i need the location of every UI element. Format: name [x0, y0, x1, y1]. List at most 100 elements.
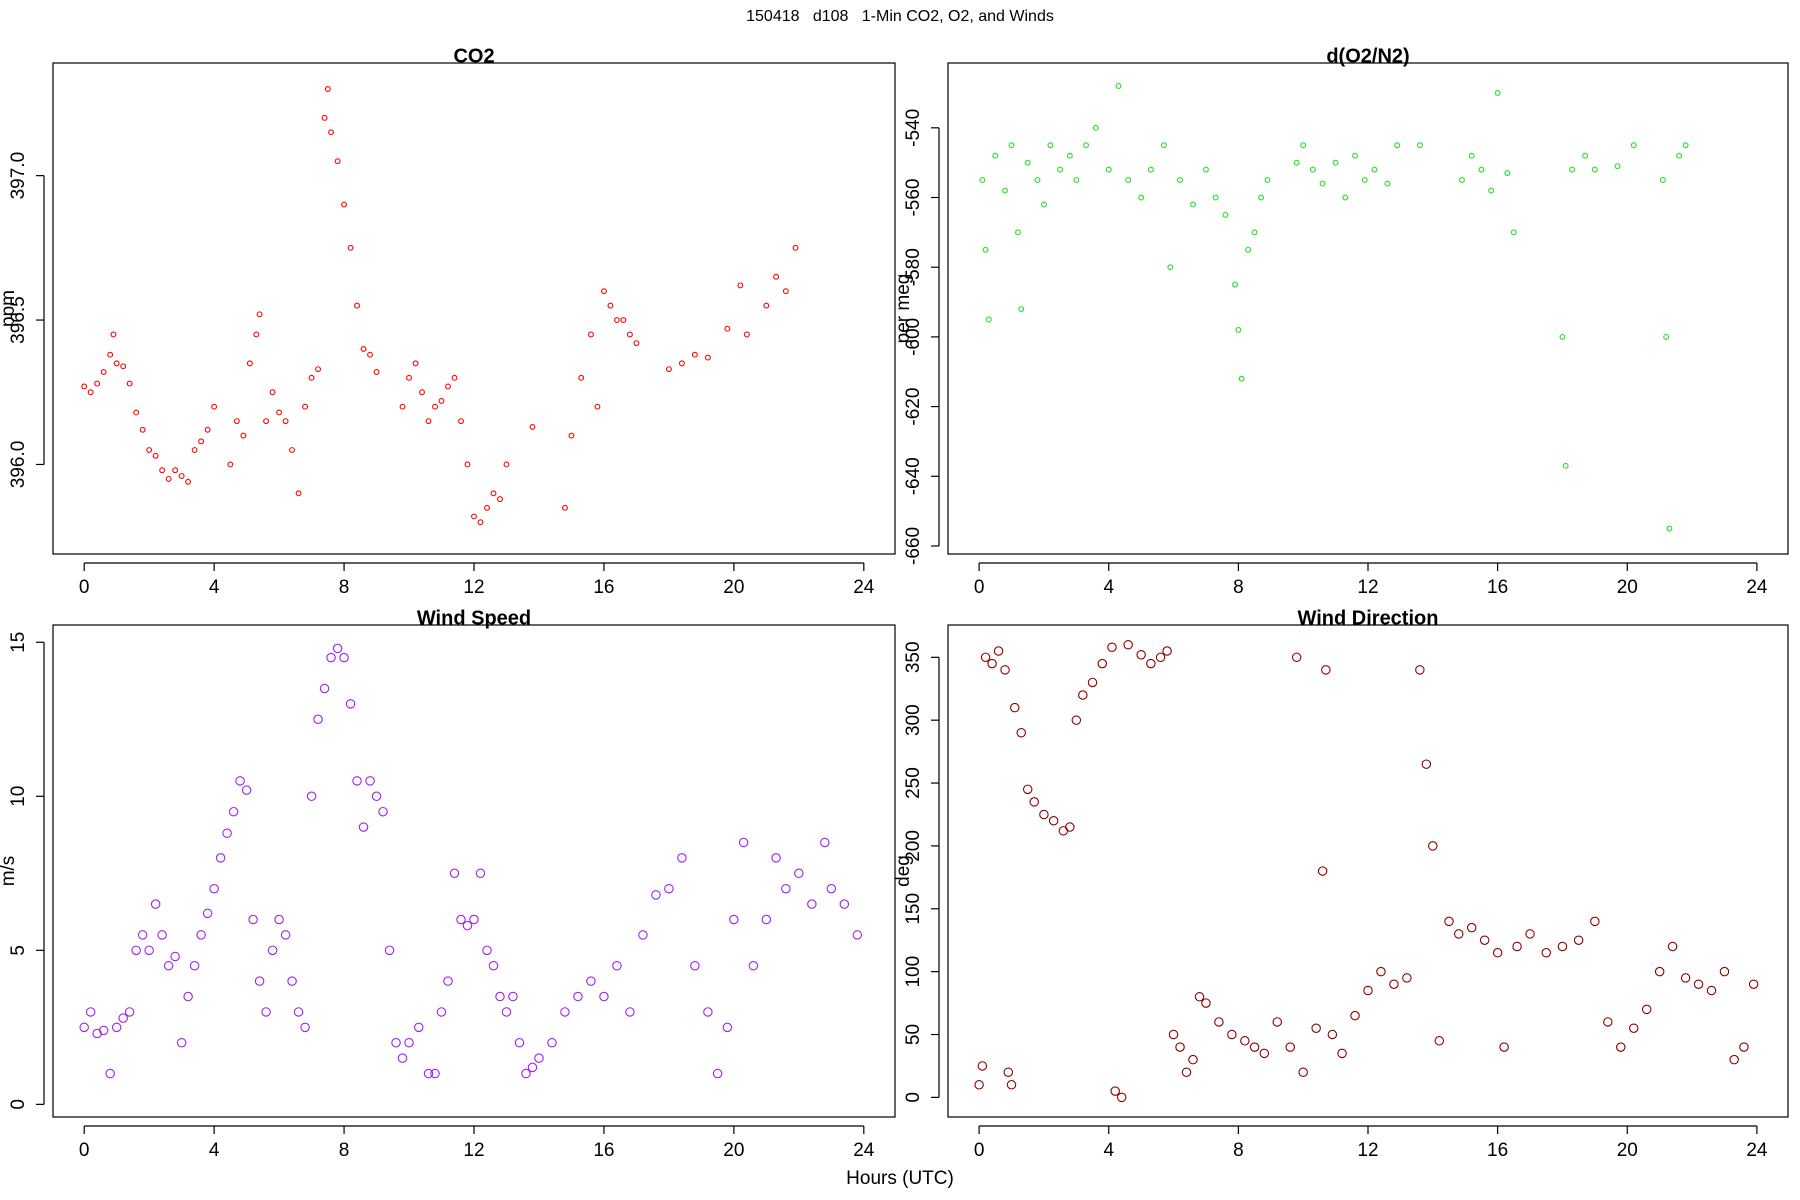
data-point — [341, 201, 348, 208]
data-point — [495, 991, 505, 1002]
data-point — [1008, 142, 1015, 149]
data-point — [501, 1007, 512, 1017]
data-point — [360, 345, 367, 352]
data-point — [1421, 759, 1432, 769]
data-point — [703, 1007, 713, 1017]
data-point — [1488, 187, 1495, 194]
data-point — [521, 1068, 531, 1079]
data-point — [100, 369, 107, 375]
data-point — [1512, 941, 1522, 952]
y-tick-label: 0 — [903, 1092, 924, 1103]
y-tick-label: 50 — [903, 1024, 924, 1045]
data-point — [1616, 1042, 1626, 1052]
panel: d(O2/N2) 0 4 8 12 16 20 24 -660 -640 -620 -600 -580 -… — [893, 45, 1789, 598]
y-tick-label: -640 — [903, 457, 924, 495]
data-point — [321, 114, 328, 121]
data-point — [1029, 797, 1039, 807]
data-point — [87, 389, 94, 396]
y-tick-label: 100 — [903, 956, 924, 988]
data-point — [782, 288, 789, 295]
x-tick-label: 24 — [853, 577, 875, 598]
data-point — [982, 246, 989, 253]
data-point — [1272, 1017, 1283, 1027]
data-point — [1479, 935, 1490, 945]
data-point — [1235, 326, 1242, 333]
data-point — [1614, 163, 1621, 170]
data-point — [1300, 142, 1307, 149]
data-point — [443, 976, 453, 986]
data-point — [529, 423, 536, 430]
data-point — [254, 976, 265, 986]
data-point — [1065, 822, 1075, 832]
y-axis-label: deg — [893, 855, 914, 887]
y-tick-label: -540 — [903, 109, 924, 147]
data-point — [763, 302, 770, 309]
data-point — [1667, 941, 1678, 952]
x-tick-label: 20 — [723, 1140, 744, 1161]
data-point — [293, 1007, 304, 1017]
data-point — [1603, 1017, 1613, 1027]
data-point — [458, 418, 464, 425]
data-point — [1654, 966, 1665, 977]
data-point — [1630, 142, 1637, 149]
data-point — [371, 791, 382, 802]
y-tick-label: 300 — [903, 704, 924, 736]
data-point — [253, 331, 260, 338]
data-point — [334, 158, 341, 165]
data-point — [1138, 194, 1145, 201]
data-point — [228, 806, 239, 817]
data-point — [1444, 916, 1454, 927]
data-point — [1492, 948, 1503, 958]
x-tick-label: 12 — [1357, 1140, 1378, 1161]
data-point — [1298, 1067, 1308, 1077]
data-point — [319, 683, 330, 694]
data-point — [261, 1007, 271, 1017]
x-tick-label: 12 — [463, 1140, 484, 1161]
data-point — [456, 914, 466, 925]
data-point — [1573, 935, 1584, 945]
data-point — [404, 1038, 414, 1048]
data-point — [105, 1068, 115, 1079]
data-point — [150, 899, 161, 909]
data-point — [794, 868, 804, 879]
data-point — [724, 325, 731, 332]
x-tick-label: 24 — [1746, 1140, 1768, 1161]
data-point — [1562, 462, 1569, 469]
data-point — [1739, 1042, 1749, 1052]
x-tick-label: 16 — [1487, 577, 1508, 598]
data-point — [289, 447, 296, 453]
data-point — [1181, 1067, 1192, 1077]
data-point — [419, 389, 425, 396]
data-point — [664, 883, 674, 894]
data-point — [1105, 166, 1112, 173]
data-point — [1083, 142, 1090, 149]
data-point — [1582, 152, 1589, 159]
data-point — [445, 383, 451, 390]
data-point — [233, 418, 240, 425]
data-point — [313, 714, 323, 725]
data-point — [1201, 998, 1211, 1008]
data-point — [1317, 866, 1328, 876]
data-point — [1628, 1023, 1639, 1033]
data-point — [826, 883, 837, 894]
y-tick-label: -600 — [903, 318, 924, 356]
data-point — [126, 380, 133, 387]
data-point — [1466, 922, 1477, 933]
data-point — [1352, 152, 1358, 159]
data-point — [651, 890, 661, 900]
data-point — [1719, 966, 1730, 977]
x-tick-label: 16 — [1487, 1140, 1508, 1161]
y-tick-label: 0 — [8, 1099, 29, 1110]
data-point — [1002, 187, 1008, 194]
data-point — [1666, 525, 1673, 532]
data-point — [534, 1053, 544, 1063]
data-point — [378, 806, 388, 817]
data-point — [345, 699, 356, 709]
y-tick-label: 10 — [8, 786, 29, 807]
data-point — [246, 360, 253, 367]
data-point — [1175, 1042, 1185, 1052]
data-point — [773, 273, 780, 280]
data-point — [399, 403, 406, 410]
data-point — [315, 366, 322, 373]
data-point — [1428, 841, 1438, 851]
